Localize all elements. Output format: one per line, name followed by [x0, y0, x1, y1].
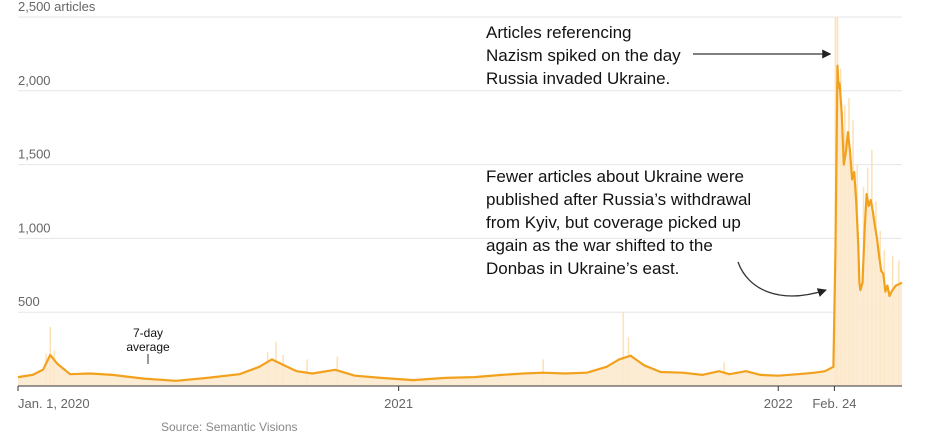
- x-tick-labels: Jan. 1, 2020 2021 2022 Feb. 24: [18, 396, 856, 411]
- y-tick-label-1: 1,000: [18, 220, 51, 235]
- annotation-kyiv-line-0: Fewer articles about Ukraine were: [486, 167, 744, 186]
- gridlines: [18, 16, 902, 313]
- annotation-invasion-line-2: Russia invaded Ukraine.: [486, 69, 670, 88]
- y-tick-label-0: 500: [18, 294, 40, 309]
- annotation-kyiv-line-1: published after Russia’s withdrawal: [486, 190, 751, 209]
- y-tick-labels: 500 1,000 1,500 2,000 2,500 articles: [18, 0, 96, 309]
- annotation-kyiv-line-2: from Kyiv, but coverage picked up: [486, 213, 741, 232]
- y-tick-label-4: 2,500 articles: [18, 0, 96, 14]
- annotation-invasion-line-1: Nazism spiked on the day: [486, 46, 681, 65]
- annotation-average-line-1: average: [126, 340, 170, 354]
- seven-day-average-line: [17, 64, 903, 382]
- annotation-average-line-0: 7-day: [133, 326, 163, 340]
- daily-spikes: [45, 17, 900, 386]
- annotations: Articles referencing Nazism spiked on the…: [126, 23, 832, 364]
- x-tick-label-1: 2021: [384, 396, 413, 411]
- x-tick-label-3: Feb. 24: [812, 396, 856, 411]
- annotation-invasion-line-0: Articles referencing: [486, 23, 632, 42]
- annotation-kyiv-arrow: [737, 261, 827, 297]
- source-note: Source: Semantic Visions: [161, 420, 298, 434]
- y-tick-label-3: 2,000: [18, 73, 51, 88]
- annotation-kyiv-line-3: again as the war shifted to the: [486, 236, 713, 255]
- y-tick-label-2: 1,500: [18, 147, 51, 162]
- x-tick-label-0: Jan. 1, 2020: [18, 396, 90, 411]
- x-axis: [17, 385, 902, 391]
- x-tick-label-2: 2022: [764, 396, 793, 411]
- seven-day-average-series: [17, 64, 903, 382]
- annotation-kyiv-line-4: Donbas in Ukraine’s east.: [486, 259, 679, 278]
